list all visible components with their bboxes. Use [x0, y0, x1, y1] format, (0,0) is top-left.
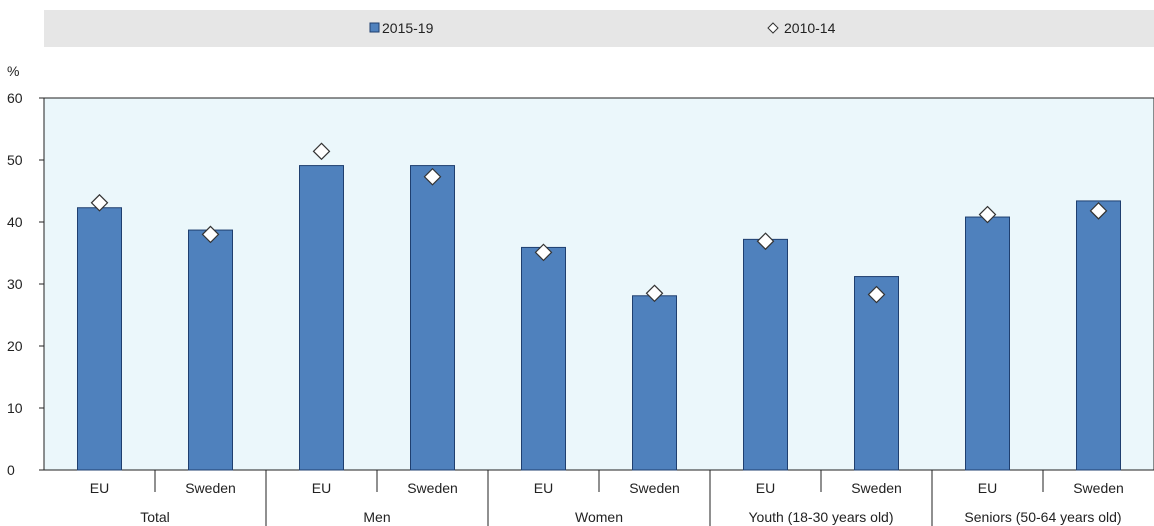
y-axis: 0 10 20 30 40 50 60: [7, 90, 44, 478]
bar: [854, 276, 899, 471]
diamond-marker: [1089, 201, 1108, 220]
legend-label-bar: 2015-19: [382, 20, 434, 36]
diamond-marker: [423, 167, 442, 186]
y-tick-label: 60: [7, 90, 23, 106]
x-axis: EU Sweden EU Sweden EU Sweden EU Sweden EU Sweden…: [90, 470, 1124, 526]
x-category-label: EU: [534, 480, 553, 496]
x-category-label: Sweden: [407, 480, 458, 496]
y-tick-label: 40: [7, 214, 23, 230]
legend-label-marker: 2010-14: [784, 20, 836, 36]
bar: [632, 295, 677, 471]
bar: [743, 238, 788, 471]
marker-series: [90, 142, 1108, 304]
bar: [410, 165, 455, 471]
x-category-label: EU: [90, 480, 109, 496]
x-group-label: Men: [363, 509, 390, 525]
y-tick-label: 10: [7, 400, 23, 416]
y-tick-label: 20: [7, 338, 23, 354]
bar: [521, 246, 566, 471]
x-category-label: Sweden: [1073, 480, 1124, 496]
bar: [188, 229, 233, 471]
bar: [965, 216, 1010, 471]
legend-item-marker: 2010-14: [767, 20, 836, 36]
diamond-marker: [645, 284, 664, 303]
x-group-label: Women: [575, 509, 623, 525]
bar: [299, 165, 344, 471]
diamond-marker: [978, 205, 997, 224]
legend-box: [44, 10, 1154, 47]
bar-series: [77, 165, 1121, 471]
x-category-label: EU: [978, 480, 997, 496]
x-category-label: EU: [312, 480, 331, 496]
x-group-label: Total: [140, 509, 170, 525]
y-tick-label: 30: [7, 276, 23, 292]
x-group-label: Youth (18-30 years old): [748, 509, 893, 525]
diamond-marker: [756, 232, 775, 251]
x-category-label: Sweden: [851, 480, 902, 496]
x-category-label: EU: [756, 480, 775, 496]
bar: [77, 207, 122, 471]
x-group-label: Seniors (50-64 years old): [964, 509, 1121, 525]
diamond-marker: [312, 142, 331, 161]
diamond-marker: [867, 285, 886, 304]
y-axis-unit-label: %: [7, 63, 19, 79]
x-category-label: Sweden: [629, 480, 680, 496]
diamond-marker: [201, 225, 220, 244]
legend-item-bar: 2015-19: [369, 20, 434, 36]
legend-bar-swatch: [369, 22, 380, 33]
legend-diamond-icon: [767, 22, 779, 34]
y-tick-label: 0: [7, 462, 15, 478]
diamond-marker: [534, 243, 553, 262]
x-category-label: Sweden: [185, 480, 236, 496]
bar: [1076, 200, 1121, 471]
y-tick-label: 50: [7, 152, 23, 168]
diamond-marker: [90, 193, 109, 212]
